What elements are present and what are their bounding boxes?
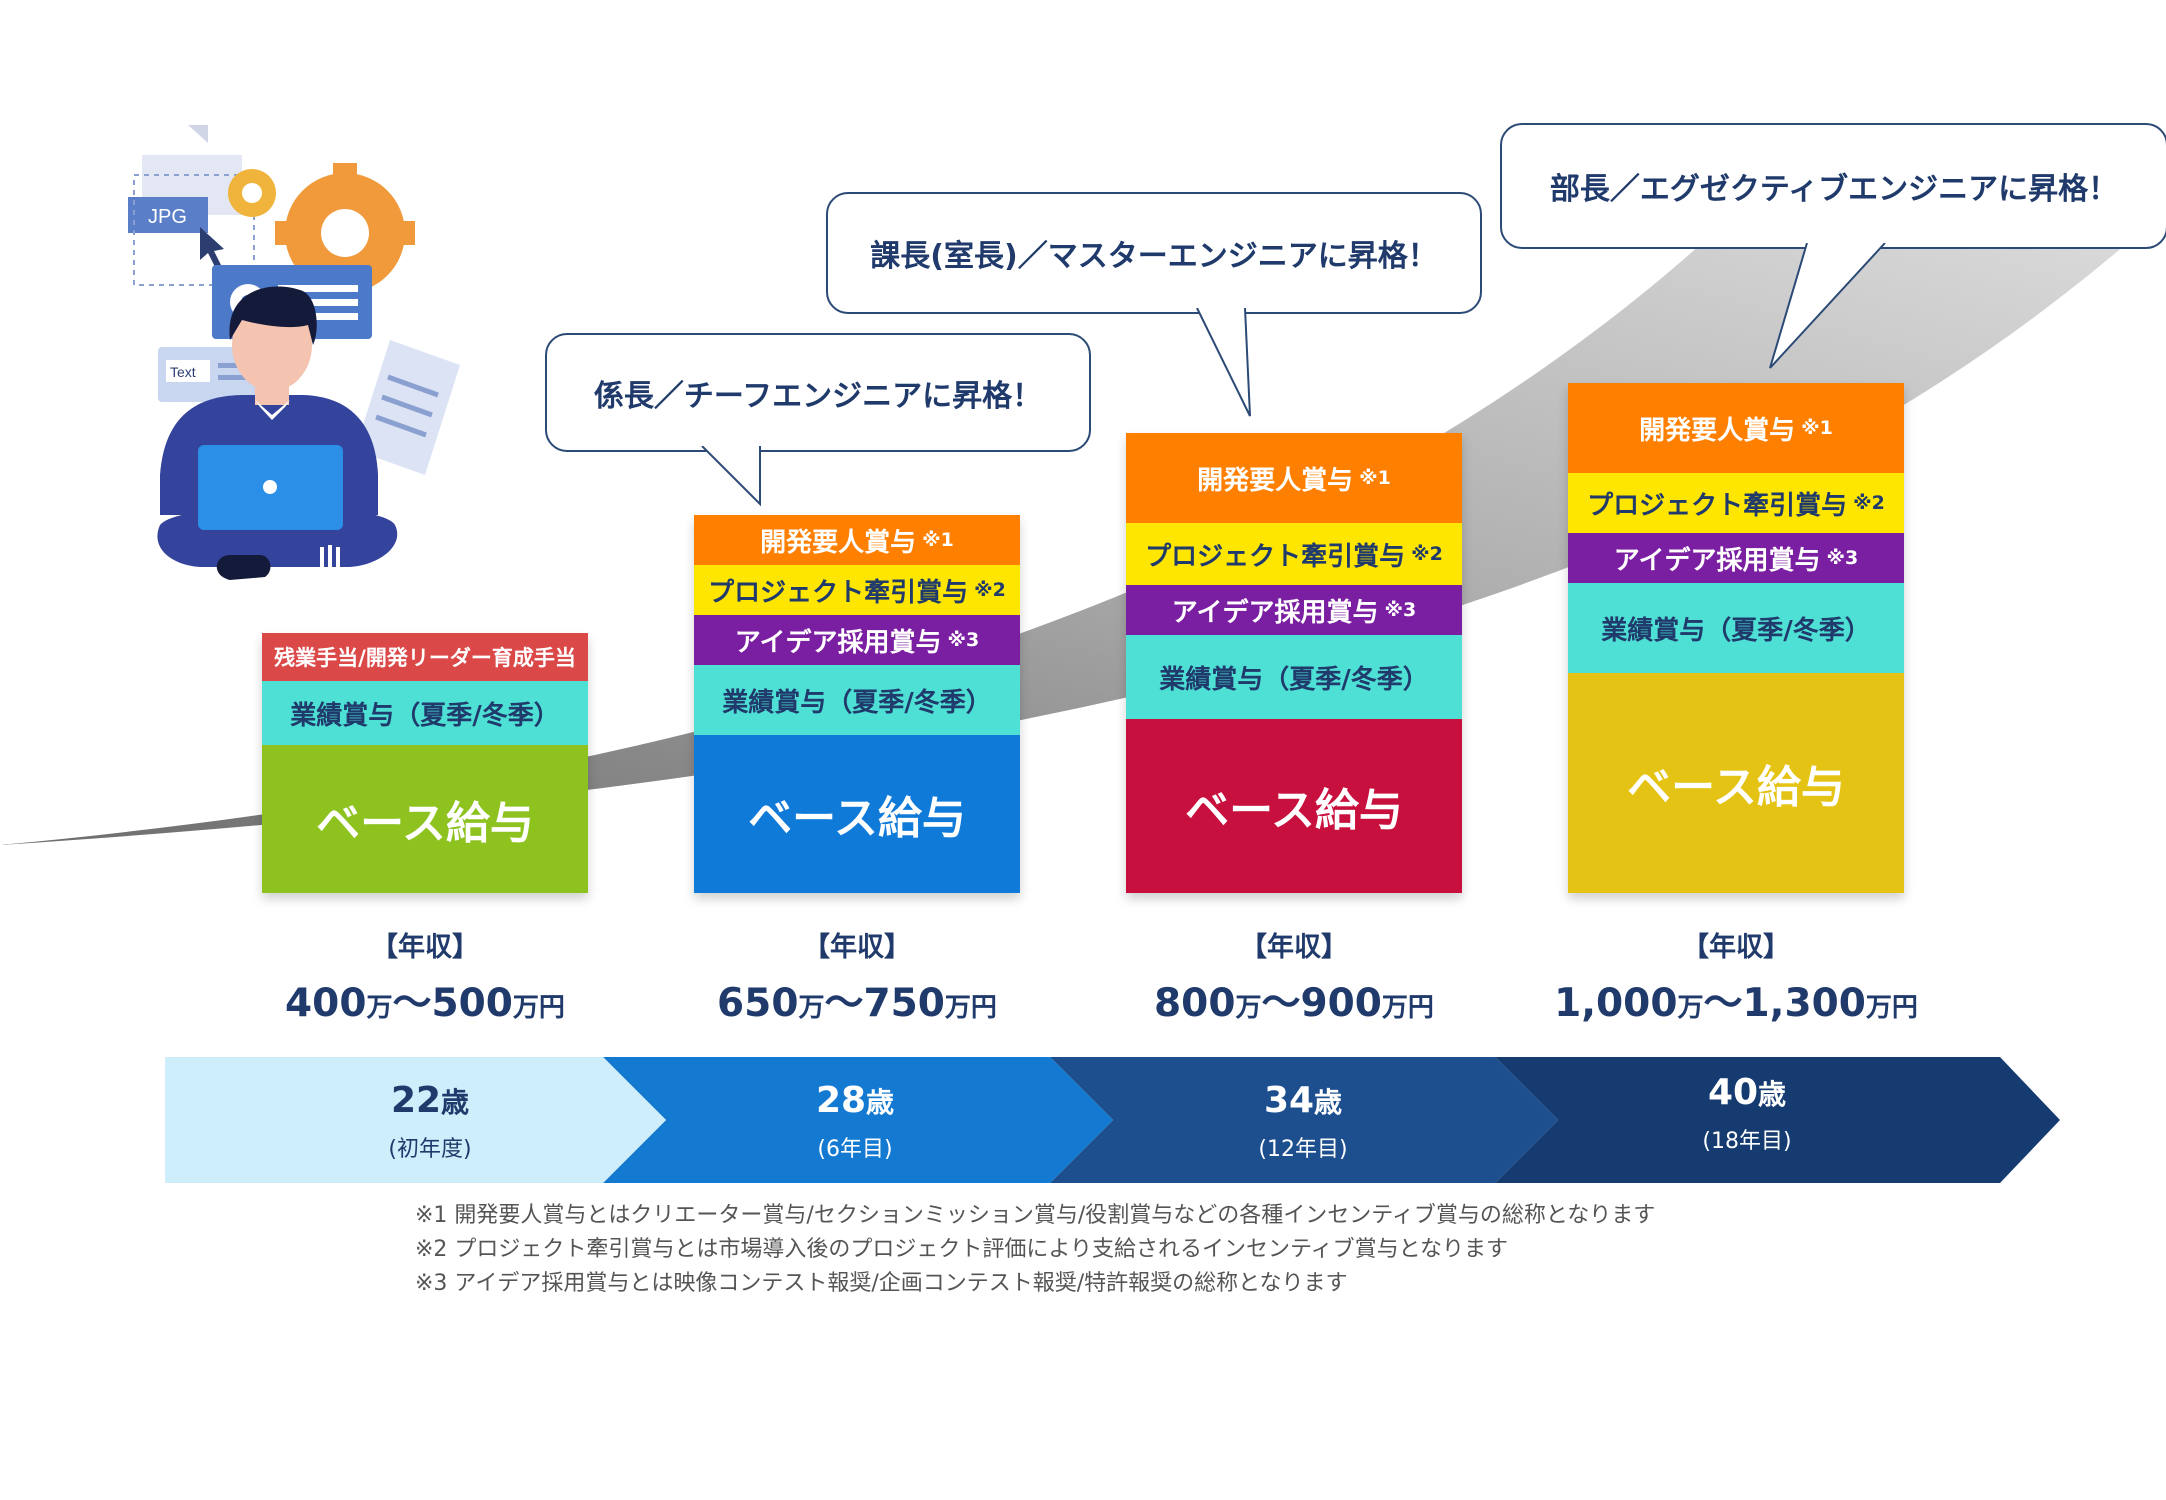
idea-bonus-label: アイデア採用賞与 (1613, 545, 1821, 576)
promotion-bubble-manager: 課長(室長)／マスターエンジニアに昇格！ (826, 192, 1482, 314)
salary-stage-3: 【年収】 800万〜900万円 (1126, 925, 1462, 1028)
project-bonus-label: プロジェクト牽引賞与 (708, 577, 969, 608)
salary-amount: 400万〜500万円 (285, 981, 565, 1026)
age-stage-1: 22歳 (初年度) (300, 1080, 560, 1163)
year-label: (18年目) (1702, 1129, 1792, 1154)
salary-label: 【年収】 (371, 932, 479, 963)
salary-stage-1: 【年収】 400万〜500万円 (262, 925, 588, 1028)
jpg-label: JPG (148, 206, 187, 228)
document-icon (355, 340, 460, 475)
dev-bonus-label: 開発要人賞与 (760, 527, 917, 558)
performance-bonus-segment: 業績賞与（夏季/冬季） (1126, 635, 1462, 719)
salary-label: 【年収】 (1682, 932, 1790, 963)
salary-amount: 800万〜900万円 (1154, 981, 1434, 1026)
idea-bonus-label: アイデア採用賞与 (1171, 597, 1379, 628)
footnote-1: ※1 開発要人賞与とはクリエーター賞与/セクションミッション賞与/役割賞与などの… (415, 1203, 1656, 1228)
dev-bonus-segment: 開発要人賞与 ※1 (694, 515, 1020, 565)
footnote-3: ※3 アイデア採用賞与とは映像コンテスト報奨/企画コンテスト報奨/特許報奨の総称… (415, 1271, 1348, 1296)
project-bonus-note: ※2 (974, 579, 1006, 601)
person-icon (157, 286, 398, 580)
idea-bonus-note: ※3 (947, 629, 980, 651)
stage-1-stack: 残業手当/開発リーダー育成手当 業績賞与（夏季/冬季） ベース給与 (262, 633, 588, 893)
text-label: Text (170, 364, 196, 380)
year-label: (初年度) (388, 1137, 472, 1162)
dev-bonus-note: ※1 (1359, 467, 1391, 489)
bubble-tail-manager (1196, 308, 1251, 417)
jpg-label-icon: JPG (128, 174, 255, 286)
dev-bonus-label: 開発要人賞与 (1639, 415, 1796, 446)
project-bonus-segment: プロジェクト牽引賞与 ※2 (1126, 523, 1462, 585)
salary-label: 【年収】 (1240, 932, 1348, 963)
idea-bonus-label: アイデア採用賞与 (734, 627, 942, 658)
project-bonus-segment: プロジェクト牽引賞与 ※2 (1568, 473, 1904, 533)
idea-bonus-segment: アイデア採用賞与 ※3 (1568, 533, 1904, 583)
performance-bonus-segment: 業績賞与（夏季/冬季） (262, 681, 588, 745)
allowance-segment: 残業手当/開発リーダー育成手当 (262, 633, 588, 681)
bubble-tail-director (1769, 243, 1886, 369)
timeline-segment-3 (1050, 1057, 1558, 1183)
stage-4-stack: 開発要人賞与 ※1 プロジェクト牽引賞与 ※2 アイデア採用賞与 ※3 業績賞与（夏季… (1568, 383, 1904, 893)
age-stage-3: 34歳 (12年目) (1173, 1080, 1433, 1163)
age-value: 40歳 (1707, 1072, 1787, 1113)
dev-bonus-label: 開発要人賞与 (1197, 465, 1354, 496)
year-label: (12年目) (1258, 1137, 1348, 1162)
performance-bonus-segment: 業績賞与（夏季/冬季） (694, 665, 1020, 735)
base-salary-segment: ベース給与 (262, 745, 588, 893)
dev-bonus-segment: 開発要人賞与 ※1 (1568, 383, 1904, 473)
base-salary-segment: ベース給与 (1126, 719, 1462, 893)
dev-bonus-note: ※1 (922, 529, 954, 551)
performance-bonus-segment: 業績賞与（夏季/冬季） (1568, 583, 1904, 673)
salary-amount: 1,000万〜1,300万円 (1554, 981, 1918, 1026)
bubble-tail-chief (701, 446, 761, 506)
stage-2-stack: 開発要人賞与 ※1 プロジェクト牽引賞与 ※2 アイデア採用賞与 ※3 業績賞与（夏季… (694, 515, 1020, 893)
stage-3-stack: 開発要人賞与 ※1 プロジェクト牽引賞与 ※2 アイデア採用賞与 ※3 業績賞与（夏季… (1126, 433, 1462, 893)
salary-label: 【年収】 (803, 932, 911, 963)
timeline-segment-1 (165, 1057, 666, 1183)
age-value: 28歳 (815, 1080, 895, 1121)
dev-bonus-segment: 開発要人賞与 ※1 (1126, 433, 1462, 523)
engineer-illustration: JPG Text (128, 125, 460, 580)
age-stage-2: 28歳 (6年目) (725, 1080, 985, 1163)
idea-bonus-note: ※3 (1826, 547, 1859, 569)
year-label: (6年目) (817, 1137, 893, 1162)
project-bonus-segment: プロジェクト牽引賞与 ※2 (694, 565, 1020, 615)
timeline-segment-4 (1495, 1057, 2060, 1183)
salary-stage-4: 【年収】 1,000万〜1,300万円 (1528, 925, 1944, 1028)
salary-stage-2: 【年収】 650万〜750万円 (694, 925, 1020, 1028)
footnote-2: ※2 プロジェクト牽引賞与とは市場導入後のプロジェクト評価により支給されるインセ… (415, 1237, 1509, 1262)
age-value: 22歳 (390, 1080, 470, 1121)
age-value: 34歳 (1263, 1080, 1343, 1121)
promotion-bubble-director: 部長／エグゼクティブエンジニアに昇格！ (1500, 123, 2166, 249)
base-salary-segment: ベース給与 (694, 735, 1020, 893)
timeline-segment-2 (603, 1057, 1113, 1183)
project-bonus-label: プロジェクト牽引賞与 (1587, 490, 1848, 521)
dev-bonus-note: ※1 (1801, 417, 1833, 439)
project-bonus-label: プロジェクト牽引賞与 (1145, 541, 1406, 572)
promotion-bubble-chief: 係長／チーフエンジニアに昇格！ (545, 333, 1091, 452)
project-bonus-note: ※2 (1853, 492, 1885, 514)
salary-amount: 650万〜750万円 (717, 981, 997, 1026)
idea-bonus-segment: アイデア採用賞与 ※3 (694, 615, 1020, 665)
idea-bonus-segment: アイデア採用賞与 ※3 (1126, 585, 1462, 635)
age-stage-4: 40歳 (18年目) (1617, 1072, 1877, 1155)
base-salary-segment: ベース給与 (1568, 673, 1904, 893)
idea-bonus-note: ※3 (1384, 599, 1417, 621)
small-gear-icon (228, 169, 276, 217)
project-bonus-note: ※2 (1411, 543, 1443, 565)
